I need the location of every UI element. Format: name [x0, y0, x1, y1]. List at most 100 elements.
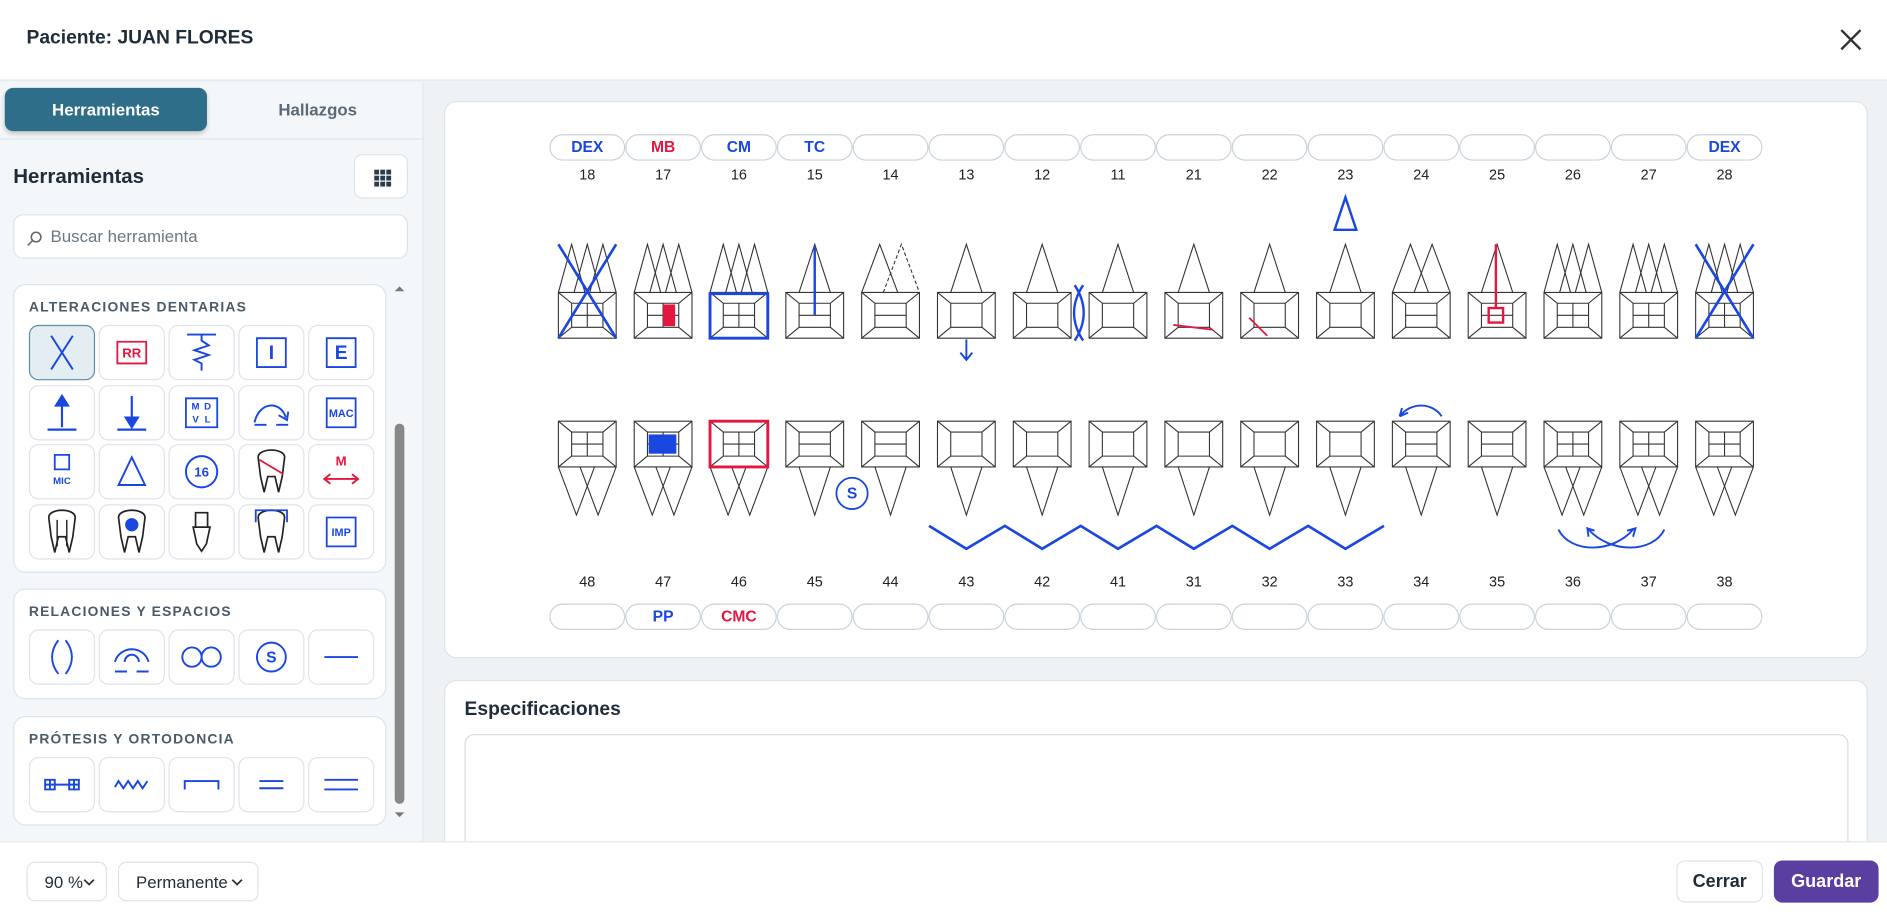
- code-box: [1610, 134, 1687, 161]
- icon: [47, 508, 77, 552]
- tool-button[interactable]: [98, 444, 165, 500]
- tool-button[interactable]: [168, 324, 235, 381]
- code-label: TC: [804, 139, 825, 156]
- tool-button[interactable]: E: [308, 324, 375, 381]
- tooth-line: [708, 419, 770, 469]
- icon: MIC: [53, 453, 71, 487]
- tooth-number: 28: [1717, 168, 1733, 184]
- tool-button[interactable]: [98, 756, 165, 813]
- tooth-number: 16: [731, 168, 747, 184]
- tooth-line: [1565, 466, 1603, 517]
- tool-group: RELACIONES Y ESPACIOS S: [13, 588, 387, 700]
- tool-button[interactable]: [308, 756, 375, 813]
- tool-button[interactable]: [238, 384, 305, 440]
- tooth-line: [1695, 292, 1754, 339]
- tooth-number: 17: [655, 168, 671, 184]
- tooth-line: [1557, 303, 1589, 328]
- tooth-line: [1557, 432, 1589, 457]
- tool-button[interactable]: [28, 629, 96, 685]
- tooth-line: [1640, 466, 1679, 517]
- icon: 16: [184, 455, 219, 489]
- tooth-line: [785, 420, 845, 468]
- tooth-line: [1177, 466, 1210, 517]
- tool-button[interactable]: [308, 629, 375, 685]
- tooth-line: [1253, 466, 1286, 517]
- icon: [192, 511, 212, 553]
- tool-button[interactable]: [28, 503, 96, 559]
- tool-button[interactable]: RR: [98, 324, 165, 381]
- tool-button[interactable]: [168, 629, 235, 685]
- tool-button[interactable]: [28, 324, 96, 381]
- tool-icon: E: [325, 337, 357, 368]
- tool-button[interactable]: [28, 384, 96, 440]
- close-btn[interactable]: Cerrar: [1676, 860, 1764, 903]
- tool-button[interactable]: S: [238, 629, 305, 685]
- code-box: [1534, 603, 1611, 631]
- icon: [117, 508, 146, 552]
- code-box: [1307, 134, 1384, 161]
- tool-button[interactable]: 16: [168, 444, 235, 500]
- tooth-number: 21: [1186, 168, 1202, 184]
- code-box: [1231, 134, 1308, 161]
- tooth-line: [1480, 466, 1514, 517]
- icon: [181, 646, 222, 668]
- tool-button[interactable]: MIC: [28, 444, 96, 500]
- tool-button[interactable]: [238, 503, 305, 559]
- tool-button[interactable]: [98, 384, 165, 440]
- tool-button[interactable]: [28, 756, 96, 813]
- close-button[interactable]: [1839, 28, 1863, 52]
- icon-shape: [56, 519, 68, 546]
- dentition-select[interactable]: Permanente: [117, 861, 259, 902]
- tool-button[interactable]: I: [238, 324, 305, 381]
- tool-button[interactable]: [98, 503, 165, 559]
- tooth-line: [1708, 432, 1741, 457]
- search-input[interactable]: Buscar herramienta: [13, 214, 408, 259]
- save-btn[interactable]: Guardar: [1773, 860, 1879, 903]
- tab[interactable]: Herramientas: [4, 87, 207, 132]
- tool-button[interactable]: [238, 444, 305, 500]
- tool-icon: MIC: [53, 453, 71, 487]
- tooth-line: [558, 292, 617, 339]
- group-title: RELACIONES Y ESPACIOS: [28, 605, 232, 620]
- zoom-select[interactable]: 90 %: [26, 861, 108, 902]
- icon-shape: [254, 508, 288, 522]
- tool-icon: M: [322, 454, 360, 485]
- icon-label: M: [192, 401, 200, 412]
- tooth-line: [633, 466, 671, 517]
- scrollbar[interactable]: [391, 282, 408, 824]
- tooth-number: 35: [1489, 574, 1505, 590]
- icon-shape: [53, 453, 71, 471]
- tool-icon: [114, 779, 149, 790]
- tooth-line: [1391, 242, 1429, 293]
- tooth-number: 23: [1337, 168, 1353, 184]
- group-title: PRÓTESIS Y ORTODONCIA: [28, 732, 235, 748]
- tool-button[interactable]: [98, 629, 165, 685]
- grid-toggle[interactable]: [353, 154, 408, 199]
- tooth-line: [1026, 466, 1059, 517]
- tooth-line: [1543, 466, 1581, 517]
- code-box: [1534, 134, 1611, 161]
- group-title: ALTERACIONES DENTARIAS: [28, 300, 248, 316]
- tool-button[interactable]: MAC: [308, 384, 375, 440]
- tab[interactable]: Hallazgos: [278, 99, 358, 120]
- code-box: [549, 603, 626, 631]
- tooth-line: [1726, 242, 1754, 293]
- tool-button[interactable]: [168, 503, 235, 559]
- tool-button[interactable]: M: [308, 444, 375, 500]
- zoom-value: 90 %: [44, 872, 83, 892]
- code-box: [625, 134, 702, 161]
- tool-button[interactable]: [238, 756, 305, 813]
- tooth-line: [936, 420, 996, 468]
- tooth-line: [589, 242, 617, 293]
- tooth-line: [731, 466, 769, 517]
- dentition-value: Permanente: [135, 872, 228, 892]
- tool-button[interactable]: [168, 756, 235, 813]
- tooth-line: [1543, 420, 1603, 468]
- tooth-number: 32: [1262, 574, 1278, 590]
- tooth-line: [1487, 244, 1505, 324]
- tooth-line: [1088, 292, 1148, 339]
- tool-button[interactable]: IMP: [308, 503, 375, 559]
- tooth-line: [709, 242, 738, 293]
- tooth-number: 14: [883, 168, 899, 184]
